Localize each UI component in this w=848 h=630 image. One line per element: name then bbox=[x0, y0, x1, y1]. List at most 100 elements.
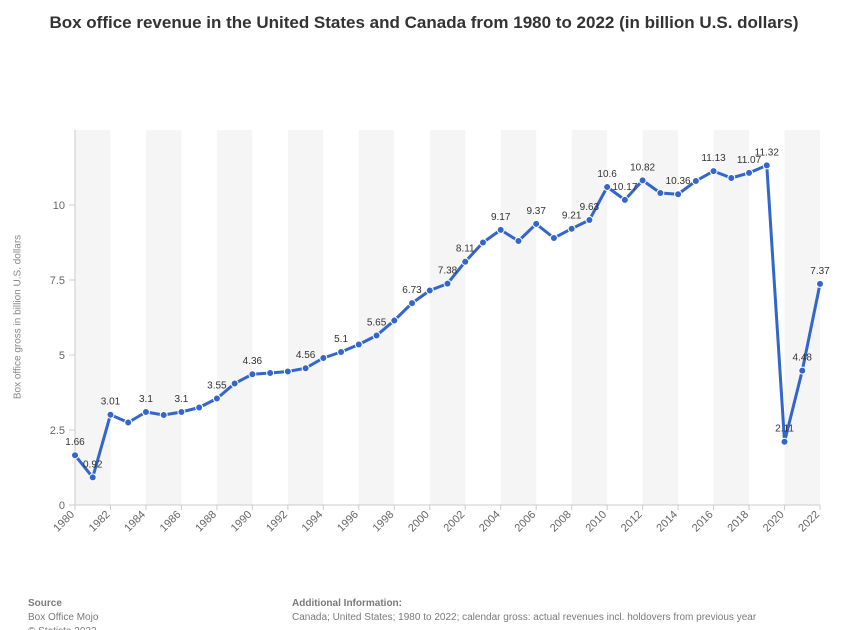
y-tick-label: 7.5 bbox=[50, 275, 65, 287]
x-tick-label: 1996 bbox=[335, 509, 361, 535]
x-tick-label: 2022 bbox=[796, 509, 822, 535]
plot-band bbox=[288, 130, 323, 505]
data-point bbox=[763, 162, 770, 169]
value-label: 4.36 bbox=[243, 356, 263, 367]
data-point bbox=[355, 341, 362, 348]
value-label: 3.1 bbox=[139, 394, 153, 405]
plot-band bbox=[75, 130, 110, 505]
value-label: 7.37 bbox=[810, 266, 830, 277]
data-point bbox=[568, 225, 575, 232]
x-tick-label: 2004 bbox=[477, 509, 503, 535]
x-tick-label: 2016 bbox=[690, 509, 716, 535]
source-line2: © Statista 2023 bbox=[28, 626, 97, 630]
data-point bbox=[515, 237, 522, 244]
x-tick-label: 2000 bbox=[406, 509, 432, 535]
x-tick-label: 1984 bbox=[122, 509, 148, 535]
plot-band bbox=[572, 130, 607, 505]
value-label: 10.36 bbox=[666, 176, 691, 187]
data-point bbox=[302, 365, 309, 372]
plot-band bbox=[217, 130, 252, 505]
value-label: 0.92 bbox=[83, 459, 103, 470]
data-point bbox=[373, 332, 380, 339]
data-point bbox=[107, 411, 114, 418]
data-point bbox=[284, 368, 291, 375]
value-label: 10.82 bbox=[630, 162, 655, 173]
data-point bbox=[657, 189, 664, 196]
data-point bbox=[178, 408, 185, 415]
additional-info-block: Additional Information: Canada; United S… bbox=[292, 597, 820, 630]
data-point bbox=[746, 169, 753, 176]
data-point bbox=[497, 226, 504, 233]
x-tick-label: 1992 bbox=[264, 509, 290, 535]
data-point bbox=[391, 317, 398, 324]
data-point bbox=[781, 438, 788, 445]
data-point bbox=[213, 395, 220, 402]
data-point bbox=[249, 371, 256, 378]
data-point bbox=[338, 348, 345, 355]
value-label: 5.65 bbox=[367, 317, 387, 328]
additional-info-header: Additional Information: bbox=[292, 597, 820, 611]
value-label: 8.11 bbox=[456, 244, 475, 255]
data-point bbox=[231, 380, 238, 387]
x-tick-label: 2020 bbox=[761, 509, 787, 535]
additional-info-text: Canada; United States; 1980 to 2022; cal… bbox=[292, 612, 756, 623]
chart-footer: Source Box Office Mojo © Statista 2023 A… bbox=[0, 585, 848, 630]
source-block: Source Box Office Mojo © Statista 2023 bbox=[28, 597, 292, 630]
value-label: 3.1 bbox=[174, 394, 188, 405]
data-point bbox=[125, 419, 132, 426]
value-label: 9.17 bbox=[491, 212, 511, 223]
x-tick-label: 1998 bbox=[371, 509, 397, 535]
data-point bbox=[533, 220, 540, 227]
x-tick-label: 2010 bbox=[583, 509, 609, 535]
value-label: 2.11 bbox=[775, 424, 794, 435]
x-tick-label: 1982 bbox=[87, 509, 113, 535]
data-point bbox=[142, 408, 149, 415]
x-tick-label: 2014 bbox=[654, 509, 680, 535]
value-label: 11.13 bbox=[701, 153, 726, 164]
line-chart-svg: 02.557.510198019821984198619881990199219… bbox=[0, 35, 848, 585]
plot-bands bbox=[75, 130, 820, 505]
plot-band bbox=[501, 130, 536, 505]
y-tick-label: 10 bbox=[53, 200, 65, 212]
value-label: 3.55 bbox=[207, 380, 227, 391]
data-point bbox=[604, 183, 611, 190]
x-tick-label: 2018 bbox=[725, 509, 751, 535]
value-label: 9.37 bbox=[526, 206, 546, 217]
plot-band bbox=[146, 130, 181, 505]
plot-band bbox=[430, 130, 465, 505]
data-point bbox=[817, 280, 824, 287]
plot-band bbox=[785, 130, 820, 505]
value-label: 10.6 bbox=[597, 169, 617, 180]
x-tick-label: 1994 bbox=[300, 509, 326, 535]
source-line1: Box Office Mojo bbox=[28, 612, 98, 623]
x-tick-label: 1990 bbox=[229, 509, 255, 535]
x-tick-label: 1988 bbox=[193, 509, 219, 535]
value-label: 4.56 bbox=[296, 350, 316, 361]
chart-area: Box office gross in billion U.S. dollars… bbox=[0, 35, 848, 585]
data-point bbox=[692, 177, 699, 184]
data-point bbox=[728, 174, 735, 181]
value-label: 5.1 bbox=[334, 334, 348, 345]
x-tick-label: 2012 bbox=[619, 509, 645, 535]
x-tick-label: 1980 bbox=[51, 509, 77, 535]
value-label: 4.48 bbox=[793, 353, 813, 364]
data-point bbox=[586, 216, 593, 223]
x-tick-label: 2006 bbox=[513, 509, 539, 535]
data-point bbox=[160, 411, 167, 418]
value-label: 7.38 bbox=[438, 266, 458, 277]
value-label: 11.32 bbox=[755, 147, 780, 158]
value-label: 3.01 bbox=[101, 397, 121, 408]
data-point bbox=[639, 177, 646, 184]
y-axis-label: Box office gross in billion U.S. dollars bbox=[13, 235, 24, 399]
data-point bbox=[479, 239, 486, 246]
data-point bbox=[426, 287, 433, 294]
data-point bbox=[462, 258, 469, 265]
data-point bbox=[409, 300, 416, 307]
x-tick-label: 2002 bbox=[442, 509, 468, 535]
x-tick-label: 1986 bbox=[158, 509, 184, 535]
x-tick-label: 2008 bbox=[548, 509, 574, 535]
value-label: 1.66 bbox=[65, 437, 85, 448]
y-tick-label: 5 bbox=[59, 350, 65, 362]
data-point bbox=[675, 191, 682, 198]
data-point bbox=[72, 452, 79, 459]
